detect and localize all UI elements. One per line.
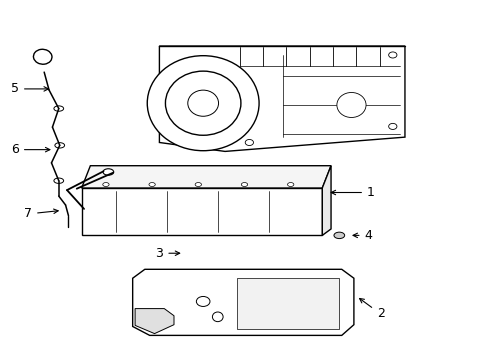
Ellipse shape [103, 169, 114, 175]
Ellipse shape [54, 106, 63, 111]
Ellipse shape [287, 183, 293, 186]
Ellipse shape [102, 183, 109, 186]
Ellipse shape [388, 123, 396, 130]
Polygon shape [81, 188, 322, 235]
Ellipse shape [33, 49, 52, 64]
Ellipse shape [241, 183, 247, 186]
Text: 1: 1 [330, 186, 374, 199]
Text: 5: 5 [11, 82, 48, 95]
Text: 3: 3 [155, 247, 179, 260]
Ellipse shape [187, 90, 218, 116]
Ellipse shape [333, 232, 344, 239]
Ellipse shape [388, 52, 396, 58]
Ellipse shape [54, 178, 63, 183]
Ellipse shape [195, 183, 201, 186]
Polygon shape [132, 269, 353, 336]
Ellipse shape [336, 93, 366, 117]
Text: 4: 4 [352, 229, 372, 242]
Polygon shape [159, 46, 404, 152]
Ellipse shape [244, 139, 253, 145]
Text: 7: 7 [24, 207, 58, 220]
Polygon shape [237, 278, 339, 329]
Ellipse shape [165, 71, 241, 135]
Polygon shape [135, 309, 174, 334]
Ellipse shape [55, 143, 64, 148]
Ellipse shape [147, 56, 259, 151]
Polygon shape [81, 166, 330, 188]
Polygon shape [322, 166, 330, 235]
Ellipse shape [212, 312, 223, 321]
Text: 2: 2 [359, 298, 384, 320]
Ellipse shape [149, 183, 155, 186]
Text: 6: 6 [11, 143, 50, 156]
Ellipse shape [196, 296, 209, 306]
